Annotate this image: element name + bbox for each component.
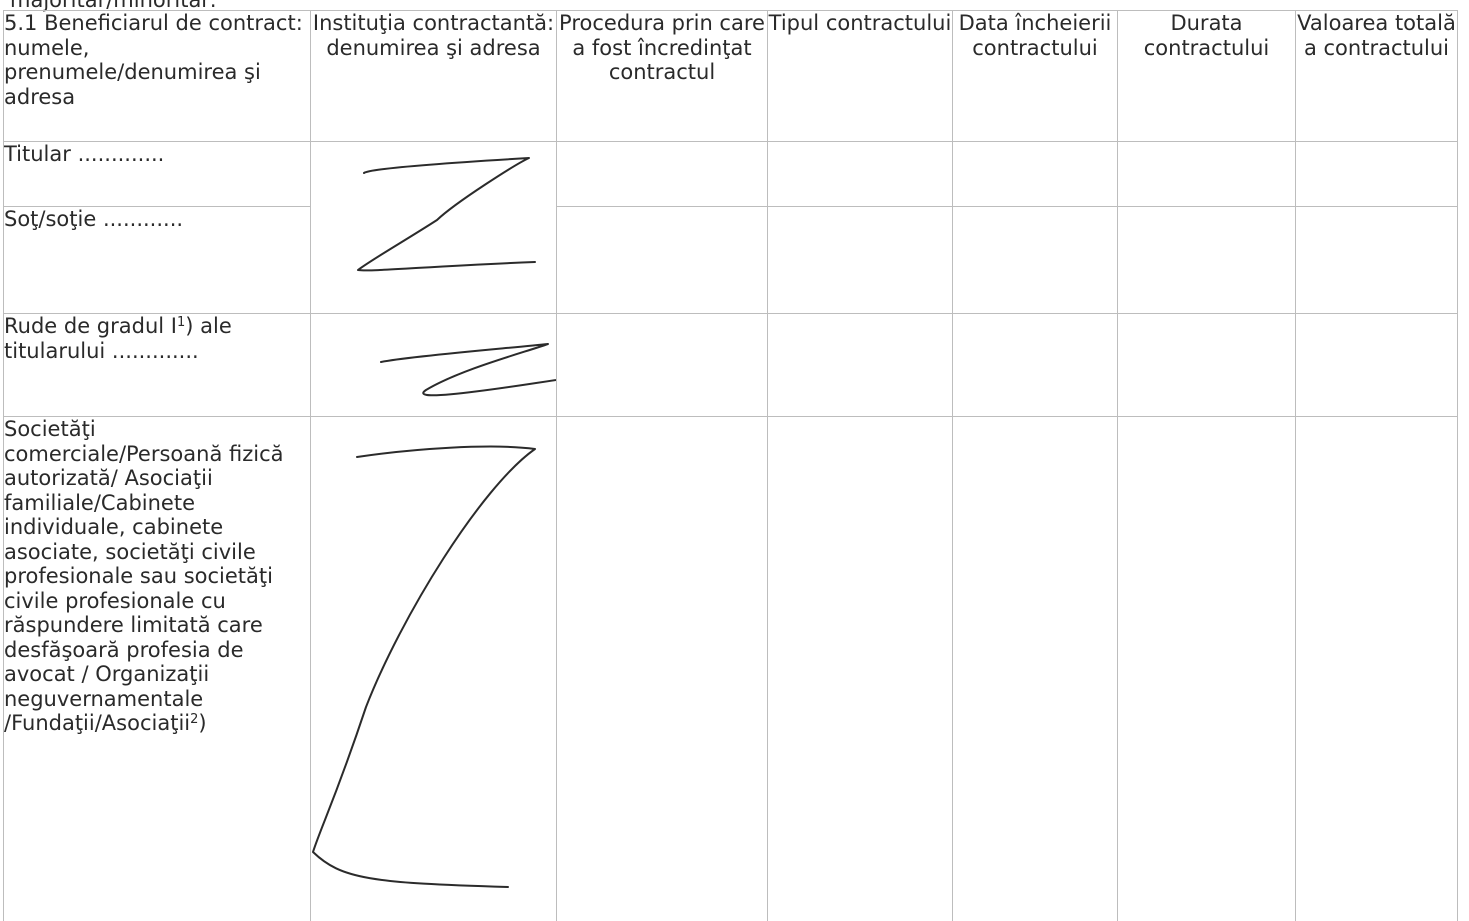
header-procedure: Procedura prin care a fost încredinţat c…: [556, 10, 768, 142]
cell-value-spouse: [1295, 206, 1458, 314]
cell-type-relatives: [767, 313, 953, 417]
cell-duration-titular: [1117, 141, 1296, 207]
row-titular: Titular .............: [3, 141, 1458, 314]
companies-label-text: Societăţi comerciale/Persoană fizică aut…: [4, 417, 284, 736]
cell-value-companies: [1295, 416, 1458, 921]
cell-date-companies: [952, 416, 1118, 921]
row-label-relatives: Rude de gradul I1) ale titularului .....…: [3, 313, 311, 417]
row-label-companies: Societăţi comerciale/Persoană fizică aut…: [3, 416, 311, 921]
header-row: 5.1 Beneficiarul de contract: numele, pr…: [3, 10, 1458, 142]
cell-duration-spouse: [1117, 206, 1296, 314]
header-contract-value: Valoarea totală a contractului: [1295, 10, 1458, 142]
header-contract-date: Data încheierii contractului: [952, 10, 1118, 142]
cell-institution-titular-spouse: [310, 141, 557, 314]
row-companies: Societăţi comerciale/Persoană fizică aut…: [3, 416, 1458, 921]
cell-date-relatives: [952, 313, 1118, 417]
cut-off-previous-line: majoritar/minoritar:: [10, 0, 217, 12]
relatives-label-text: Rude de gradul I: [4, 314, 177, 339]
cell-date-spouse: [952, 206, 1118, 314]
cell-type-companies: [767, 416, 953, 921]
cell-procedure-companies: [556, 416, 768, 921]
header-contract-duration: Durata contractului: [1117, 10, 1296, 142]
cell-type-spouse: [767, 206, 953, 314]
header-institution: Instituţia contractantă: denumirea şi ad…: [310, 10, 557, 142]
contracts-table: 5.1 Beneficiarul de contract: numele, pr…: [3, 10, 1458, 921]
cell-duration-relatives: [1117, 313, 1296, 417]
row-spouse: Soţ/soţie ............: [3, 206, 1458, 314]
companies-label-suffix: ): [198, 711, 207, 735]
cell-type-titular: [767, 141, 953, 207]
footnote-2-marker: 2: [190, 712, 199, 727]
header-contract-type: Tipul contractului: [767, 10, 953, 142]
cell-date-titular: [952, 141, 1118, 207]
row-label-titular: Titular .............: [3, 141, 311, 207]
cell-institution-relatives: [310, 313, 557, 417]
handwritten-z-mark: [357, 157, 536, 272]
cell-procedure-relatives: [556, 313, 768, 417]
cell-institution-companies: [310, 416, 557, 921]
cell-duration-companies: [1117, 416, 1296, 921]
row-label-spouse: Soţ/soţie ............: [3, 206, 311, 314]
footnote-1-marker: 1: [176, 315, 186, 330]
handwritten-z-mark: [312, 445, 536, 888]
cell-procedure-titular: [556, 141, 768, 207]
relatives-label-suffix: ) ale titularului .............: [4, 314, 232, 363]
cell-procedure-spouse: [556, 206, 768, 314]
row-relatives: Rude de gradul I1) ale titularului .....…: [3, 313, 1458, 417]
cell-value-relatives: [1295, 313, 1458, 417]
handwritten-z-mark: [380, 343, 556, 397]
header-beneficiary: 5.1 Beneficiarul de contract: numele, pr…: [3, 10, 311, 142]
cell-value-titular: [1295, 141, 1458, 207]
